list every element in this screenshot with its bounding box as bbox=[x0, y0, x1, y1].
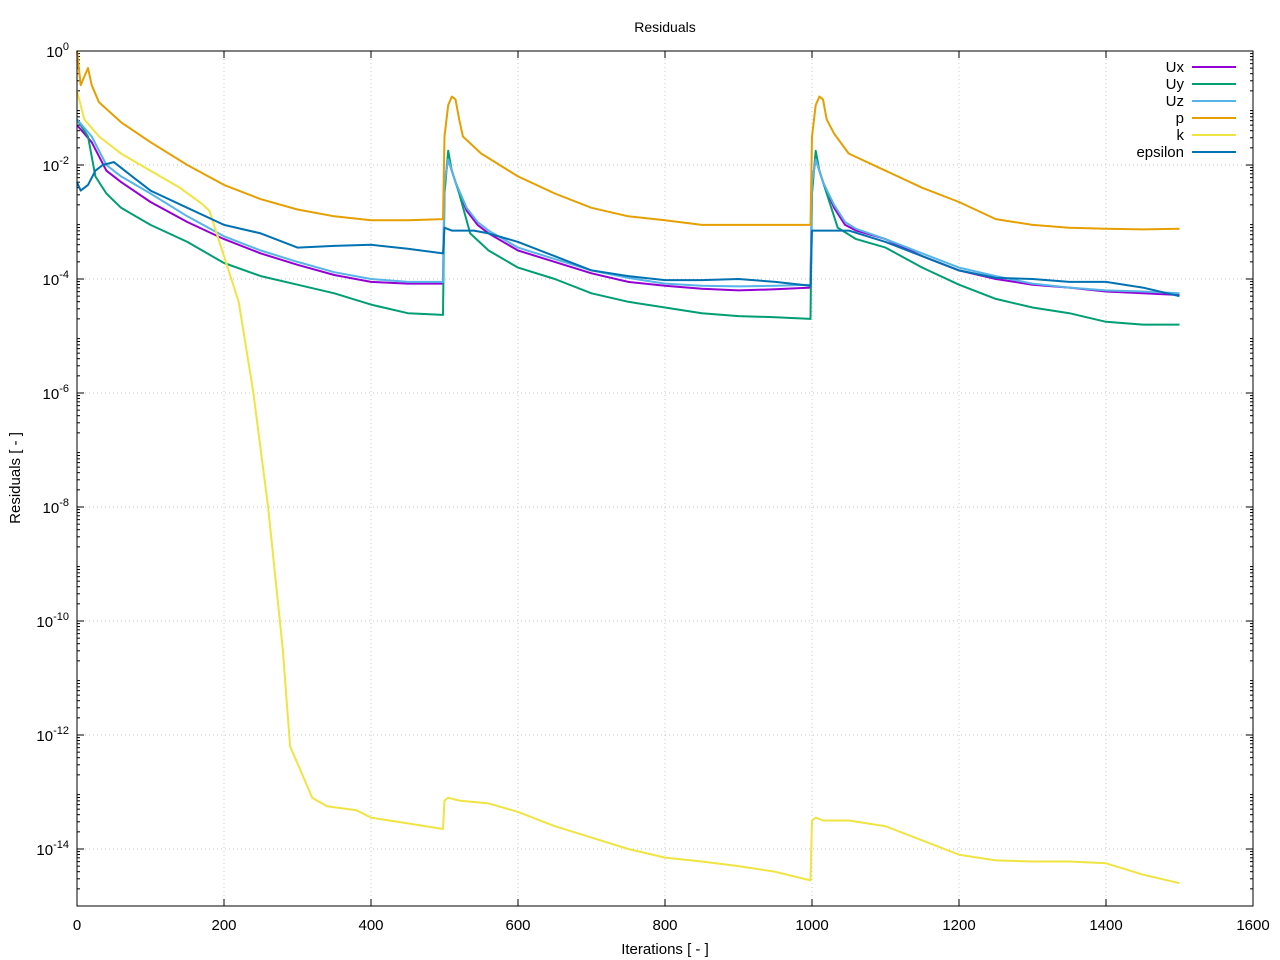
series-line-k bbox=[76, 90, 1180, 885]
y-axis-ticks: 100 10-2 10-4 10-6 10-8 10-10 10-12 10-14 bbox=[36, 41, 1253, 890]
legend-label-k: k bbox=[1177, 127, 1185, 144]
legend-label-epsilon: epsilon bbox=[1136, 144, 1184, 161]
legend-label-p: p bbox=[1176, 110, 1184, 127]
x-tick-label: 1200 bbox=[942, 917, 975, 934]
series-line-Uz bbox=[76, 118, 1180, 295]
legend-label-Ux: Ux bbox=[1166, 59, 1185, 76]
x-axis-label: Iterations [ - ] bbox=[621, 941, 709, 958]
legend-label-Uy: Uy bbox=[1166, 76, 1185, 93]
y-tick-label: 10-4 bbox=[43, 269, 69, 289]
x-tick-label: 200 bbox=[211, 917, 236, 934]
x-tick-label: 1400 bbox=[1089, 917, 1122, 934]
y-tick-label: 10-10 bbox=[36, 611, 69, 631]
x-tick-label: 1000 bbox=[795, 917, 828, 934]
legend-label-Uz: Uz bbox=[1166, 93, 1184, 110]
y-tick-label: 10-6 bbox=[43, 383, 69, 403]
y-tick-label: 10-14 bbox=[36, 839, 69, 859]
x-tick-label: 1600 bbox=[1236, 917, 1269, 934]
series-layer bbox=[76, 50, 1180, 885]
x-tick-label: 600 bbox=[505, 917, 530, 934]
y-tick-label: 10-8 bbox=[43, 497, 69, 517]
x-tick-label: 400 bbox=[358, 917, 383, 934]
x-tick-label: 0 bbox=[73, 917, 81, 934]
plot-frame bbox=[76, 50, 1254, 907]
y-tick-label: 10-12 bbox=[36, 725, 69, 745]
series-line-epsilon bbox=[76, 161, 1180, 298]
series-line-p bbox=[76, 50, 1180, 231]
y-tick-label: 100 bbox=[46, 41, 69, 61]
chart-title: Residuals bbox=[634, 19, 695, 35]
y-tick-label: 10-2 bbox=[43, 155, 69, 175]
x-axis-ticks: 0 200 400 600 800 1000 1200 1400 1600 bbox=[73, 51, 1270, 934]
x-tick-label: 800 bbox=[652, 917, 677, 934]
y-axis-label: Residuals [ - ] bbox=[7, 432, 24, 524]
grid-lines bbox=[77, 51, 1253, 906]
series-line-Uy bbox=[76, 118, 1180, 326]
